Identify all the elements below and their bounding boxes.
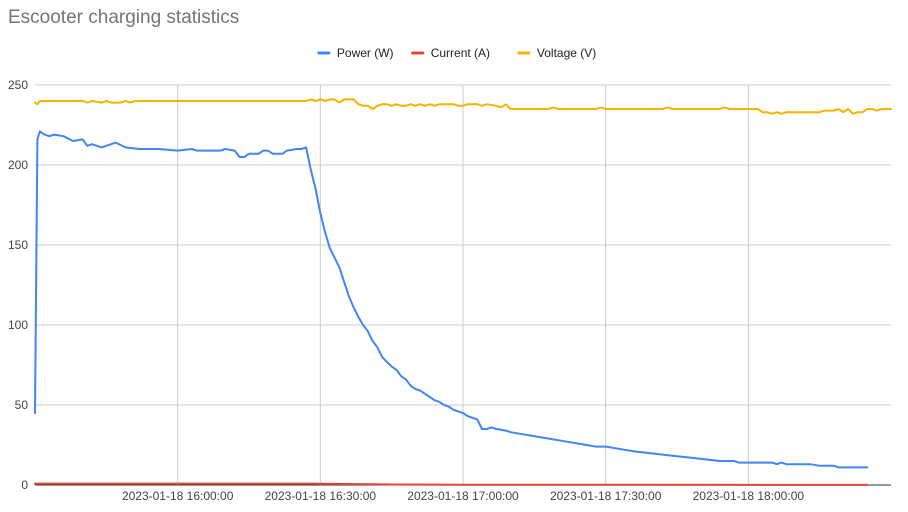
legend-item-voltage-v[interactable]: Voltage (V) bbox=[517, 46, 596, 60]
legend-item-power-w[interactable]: Power (W) bbox=[317, 46, 394, 60]
x-tick-label: 2023-01-18 18:00:00 bbox=[693, 489, 805, 503]
chart-title: Escooter charging statistics bbox=[8, 7, 240, 28]
x-tick-label: 2023-01-18 16:00:00 bbox=[122, 489, 234, 503]
series-line-voltage-v bbox=[34, 98, 892, 115]
legend-item-current-a[interactable]: Current (A) bbox=[411, 46, 490, 60]
series-line-current-a bbox=[34, 482, 869, 486]
y-tick-label: 200 bbox=[8, 158, 28, 172]
x-tick-label: 2023-01-18 17:00:00 bbox=[407, 489, 519, 503]
y-tick-label: 100 bbox=[8, 318, 28, 332]
legend-label: Current (A) bbox=[431, 46, 490, 60]
y-tick-label: 50 bbox=[15, 398, 29, 412]
y-tick-label: 0 bbox=[21, 478, 28, 492]
x-tick-label: 2023-01-18 16:30:00 bbox=[265, 489, 377, 503]
axis-labels: 0 50 100 150 200 250 2023-01-18 16:00:00 2023-0… bbox=[8, 78, 804, 503]
series-line-power-w bbox=[34, 130, 869, 469]
legend-label: Power (W) bbox=[337, 46, 394, 60]
grid-lines bbox=[35, 84, 891, 486]
y-tick-label: 150 bbox=[8, 238, 28, 252]
y-tick-label: 250 bbox=[8, 78, 28, 92]
legend-label: Voltage (V) bbox=[537, 46, 596, 60]
series-lines bbox=[34, 98, 892, 486]
legend[interactable]: Power (W) Current (A) Voltage (V) bbox=[317, 46, 596, 60]
x-tick-label: 2023-01-18 17:30:00 bbox=[550, 489, 662, 503]
